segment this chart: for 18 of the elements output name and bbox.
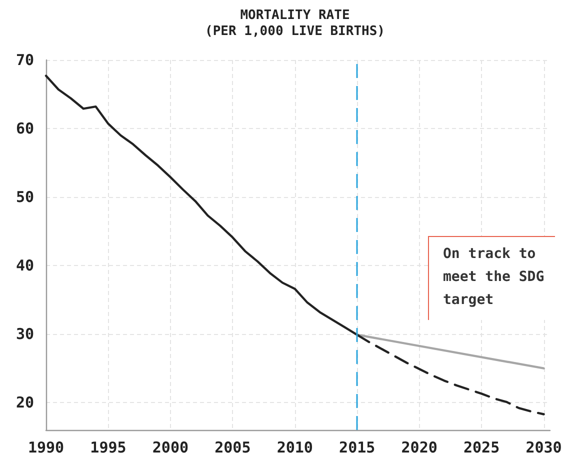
annotation: On track to meet the SDG target [428,236,555,320]
y-tick-label: 70 [16,51,34,69]
x-tick-label: 2000 [152,438,189,456]
y-tick-label: 30 [16,325,34,344]
x-tick-label: 2030 [526,438,562,456]
x-tick-label: 2020 [401,438,438,456]
y-tick-label: 60 [16,120,34,138]
x-tick-label: 2010 [276,438,313,456]
y-tick-label: 20 [16,394,34,412]
y-tick-label: 40 [16,256,34,275]
chart-subtitle: (PER 1,000 LIVE BIRTHS) [204,24,386,39]
x-tick-label: 2025 [463,438,500,456]
x-tick-label: 2005 [214,438,251,456]
chart-title: MORTALITY RATE [240,8,350,23]
x-tick-label: 1995 [90,438,126,456]
x-tick-label: 1990 [28,438,64,456]
y-tick-label: 50 [16,188,34,206]
x-tick-label: 2015 [339,438,376,456]
